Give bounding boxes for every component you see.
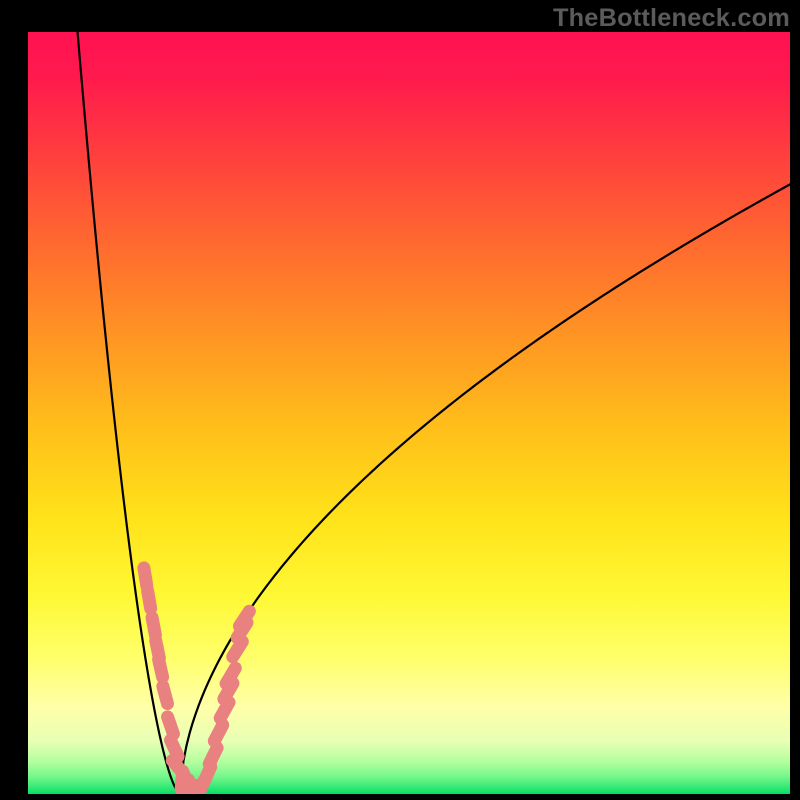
watermark-text: TheBottleneck.com [553, 4, 790, 33]
marker-capsule [144, 568, 147, 586]
plot-svg [28, 32, 790, 794]
marker-capsule [209, 748, 217, 764]
marker-capsule [152, 618, 155, 636]
marker-capsule [226, 668, 235, 684]
marker-capsule [239, 611, 249, 626]
chart-root: TheBottleneck.com [0, 0, 800, 800]
marker-capsule [148, 591, 151, 609]
marker-capsule [159, 659, 163, 677]
marker-capsule [168, 717, 174, 734]
marker-capsule [214, 725, 222, 741]
gradient-background [28, 32, 790, 794]
plot-area [28, 32, 790, 794]
marker-capsule [163, 686, 168, 703]
